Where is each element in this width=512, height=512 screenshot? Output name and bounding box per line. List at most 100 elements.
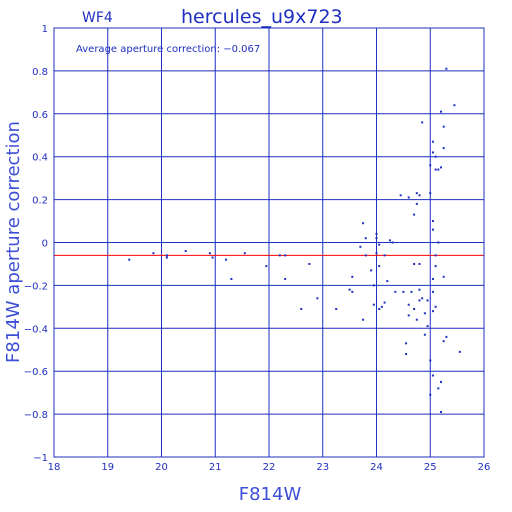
data-point — [351, 275, 354, 278]
data-point — [383, 254, 386, 257]
average-annotation: Average aperture correction: −0.067 — [76, 44, 260, 55]
data-point — [413, 262, 416, 265]
data-point — [458, 350, 461, 353]
data-point — [442, 147, 445, 150]
data-point — [437, 387, 440, 390]
data-point — [431, 151, 434, 154]
y-tick-label: −0.8 — [24, 410, 48, 421]
data-point — [308, 262, 311, 265]
y-tick-labels: −1 −0.8 −0.6 −0.4 −0.2 0 0.2 0.4 0.6 0.8 1 — [24, 24, 48, 464]
data-point — [415, 202, 418, 205]
data-point — [453, 104, 456, 107]
data-point — [426, 299, 429, 302]
data-point — [284, 254, 287, 257]
data-point — [434, 254, 437, 257]
data-point — [434, 155, 437, 158]
data-point — [225, 258, 227, 261]
data-point — [316, 297, 319, 300]
x-tick-label: 18 — [48, 462, 61, 473]
data-point — [431, 140, 434, 143]
data-point — [372, 284, 375, 287]
data-point — [437, 241, 440, 244]
data-point — [415, 318, 418, 321]
y-tick-label: −0.6 — [24, 367, 48, 378]
data-point — [388, 239, 391, 242]
data-point — [413, 213, 416, 216]
data-point — [375, 237, 378, 240]
data-point — [230, 277, 233, 280]
data-point — [284, 277, 287, 280]
data-point — [372, 303, 375, 306]
data-point — [380, 305, 383, 308]
data-point — [152, 252, 155, 255]
plot-frame — [53, 27, 485, 458]
data-point — [426, 325, 429, 328]
data-point — [413, 307, 416, 310]
data-point — [243, 252, 246, 255]
data-point — [421, 297, 424, 300]
data-point — [399, 194, 402, 197]
data-point — [362, 222, 365, 225]
data-point — [445, 335, 448, 338]
data-point — [362, 318, 365, 321]
data-point — [431, 374, 434, 377]
data-point — [364, 254, 367, 257]
data-point — [165, 256, 168, 259]
data-point — [405, 342, 408, 345]
grid-lines — [53, 27, 485, 458]
data-point — [364, 237, 367, 240]
data-point — [378, 265, 381, 268]
data-point — [431, 228, 434, 231]
data-point — [440, 380, 442, 383]
data-point — [431, 290, 434, 293]
data-point — [423, 312, 426, 315]
data-point — [348, 288, 351, 291]
data-point — [429, 192, 432, 195]
x-tick-label: 21 — [209, 462, 222, 473]
data-point — [429, 393, 432, 396]
data-point — [434, 305, 437, 308]
data-point — [440, 410, 442, 413]
data-point — [278, 254, 281, 257]
x-axis-title: F814W — [239, 484, 302, 505]
data-point — [378, 307, 381, 310]
data-point — [423, 333, 426, 336]
data-point — [431, 310, 434, 313]
data-point — [418, 299, 421, 302]
y-tick-label: −0.2 — [24, 281, 48, 292]
y-tick-label: 0.4 — [32, 153, 48, 164]
y-tick-label: 0.8 — [32, 67, 48, 78]
data-point — [418, 288, 421, 291]
data-point — [265, 265, 268, 268]
y-tick-label: 1 — [42, 24, 48, 35]
y-tick-label: 0 — [42, 239, 48, 250]
y-tick-label: 0.2 — [32, 196, 48, 207]
data-point — [375, 232, 378, 235]
data-point — [418, 194, 421, 197]
y-axis-title: F814W aperture correction — [3, 121, 24, 363]
data-point — [429, 164, 432, 167]
data-point — [421, 121, 424, 124]
x-tick-label: 25 — [424, 462, 437, 473]
y-tick-label: 0.6 — [32, 110, 48, 121]
chart-title: hercules_u9x723 — [181, 6, 343, 28]
data-point — [407, 314, 410, 317]
data-point — [407, 196, 410, 199]
y-tick-label: −1 — [33, 453, 48, 464]
data-point — [184, 250, 187, 253]
data-point — [386, 280, 389, 283]
data-point — [429, 359, 432, 362]
data-point — [383, 301, 386, 304]
data-point — [128, 258, 131, 261]
data-point — [442, 340, 445, 343]
data-point — [165, 254, 168, 257]
data-point — [431, 220, 434, 223]
data-point — [370, 269, 373, 272]
data-point — [300, 307, 303, 310]
x-tick-label: 22 — [263, 462, 276, 473]
x-tick-label: 20 — [155, 462, 168, 473]
data-points — [128, 67, 461, 413]
data-point — [410, 290, 413, 293]
x-tick-label: 26 — [478, 462, 491, 473]
